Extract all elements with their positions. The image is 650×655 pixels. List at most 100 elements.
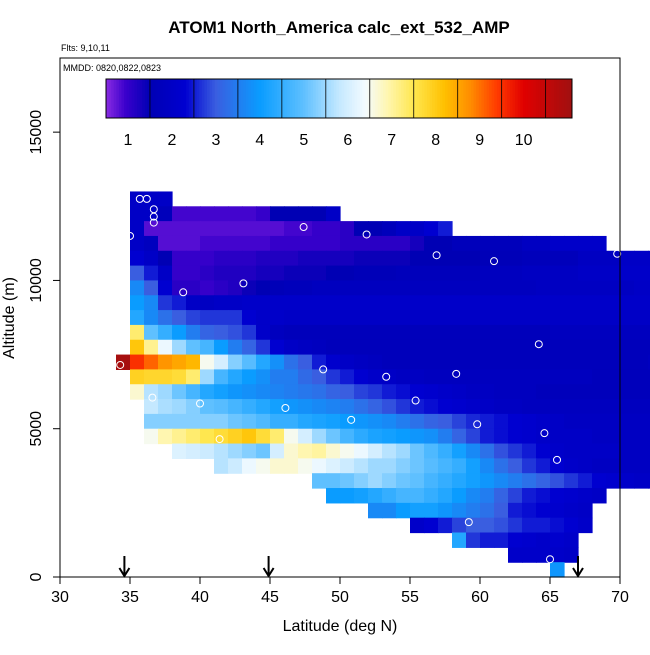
heatmap-cell <box>592 488 607 504</box>
colorbar-segment <box>131 79 135 118</box>
heatmap-cell <box>144 250 159 267</box>
colorbar-segment <box>364 79 368 118</box>
heatmap-cell <box>396 295 411 311</box>
heatmap-cell <box>592 413 607 430</box>
heatmap-cell <box>354 221 369 237</box>
colorbar-segment <box>427 79 431 118</box>
heatmap-cell <box>438 250 453 267</box>
heatmap-cell <box>522 428 537 445</box>
heatmap-cell <box>410 221 425 237</box>
heatmap-cell <box>508 547 523 563</box>
heatmap-cell <box>368 369 383 385</box>
heatmap-cell <box>158 354 173 370</box>
heatmap-cell <box>592 324 607 341</box>
heatmap-cell <box>466 458 481 474</box>
heatmap-cell <box>494 339 509 356</box>
heatmap-cell <box>242 221 257 237</box>
heatmap-cell <box>200 413 215 430</box>
heatmap-cell <box>550 295 565 311</box>
colorbar-segment <box>553 79 557 118</box>
heatmap-cell <box>298 221 313 237</box>
heatmap-cell <box>270 413 285 430</box>
heatmap-cell <box>620 354 635 370</box>
colorbar-segment <box>393 79 397 118</box>
heatmap-cell <box>536 310 551 326</box>
heatmap-cell <box>270 250 285 267</box>
heatmap-cell <box>494 532 509 548</box>
heatmap-cell <box>340 295 355 311</box>
flight-arrows <box>118 556 584 578</box>
heatmap-cell <box>648 428 650 445</box>
heatmap-cell <box>648 295 650 311</box>
heatmap-cell <box>620 443 635 459</box>
heatmap-cell <box>270 399 285 415</box>
heatmap-cell <box>578 354 593 370</box>
heatmap-cell <box>424 502 439 519</box>
heatmap-cell <box>256 310 271 326</box>
heatmap-cell <box>410 502 425 519</box>
x-tick-label: 70 <box>611 589 629 606</box>
heatmap-cell <box>508 324 523 341</box>
colorbar-segment <box>173 79 177 118</box>
heatmap-cell <box>424 443 439 459</box>
colorbar-segment <box>520 79 524 118</box>
heatmap-cell <box>578 339 593 356</box>
heatmap-cell <box>186 384 201 400</box>
heatmap-cell <box>494 488 509 504</box>
colorbar-segment <box>398 79 402 118</box>
heatmap-cell <box>522 339 537 356</box>
x-tick-label: 55 <box>401 589 419 606</box>
heatmap-cell <box>410 443 425 459</box>
heatmap-cell <box>396 458 411 474</box>
heatmap-cell <box>536 369 551 385</box>
heatmap-cell <box>424 488 439 504</box>
colorbar-segment <box>232 79 236 118</box>
colorbar-segment <box>116 79 120 118</box>
y-axis-label: Altitude (m) <box>1 277 18 359</box>
colorbar-segment <box>432 79 436 118</box>
heatmap-cell <box>578 428 593 445</box>
heatmap-cell <box>634 324 649 341</box>
heatmap-cell <box>340 265 355 282</box>
heatmap-cell <box>466 310 481 326</box>
sample-point <box>464 518 473 527</box>
heatmap-cell <box>284 324 299 341</box>
heatmap-cell <box>186 235 201 252</box>
heatmap-cell <box>270 384 285 400</box>
heatmap-cell <box>606 295 621 311</box>
sample-point <box>148 393 157 402</box>
heatmap-cell <box>186 369 201 385</box>
heatmap-cell <box>354 428 369 445</box>
heatmap-cell <box>438 384 453 400</box>
heatmap-cell <box>382 488 397 504</box>
colorbar-segment <box>186 79 190 118</box>
heatmap-cell <box>354 250 369 267</box>
colorbar-segment <box>315 79 319 118</box>
sample-point <box>299 223 308 232</box>
heatmap-cell <box>158 191 173 207</box>
heatmap-cell <box>578 413 593 430</box>
heatmap-cell <box>438 339 453 356</box>
colorbar-segment <box>491 79 495 118</box>
heatmap-cell <box>256 250 271 267</box>
colorbar-segment <box>201 79 205 118</box>
heatmap-cell <box>200 443 215 459</box>
heatmap-cell <box>424 399 439 415</box>
heatmap-cell <box>312 473 327 489</box>
heatmap-cell <box>396 473 411 489</box>
heatmap-cell <box>536 502 551 519</box>
heatmap-cell <box>480 295 495 311</box>
heatmap-cell <box>312 369 327 385</box>
colorbar-segment <box>351 79 356 118</box>
heatmap-cell <box>312 339 327 356</box>
heatmap-cell <box>480 384 495 400</box>
heatmap-cell <box>298 428 313 445</box>
heatmap-cell <box>452 369 467 385</box>
heatmap-cell <box>186 250 201 267</box>
heatmap-cell <box>340 488 355 504</box>
heatmap-cell <box>648 354 650 370</box>
colorbar-segment <box>199 79 203 118</box>
heatmap-cell <box>480 235 495 252</box>
colorbar-segment <box>452 79 456 118</box>
heatmap-cell <box>116 354 131 370</box>
